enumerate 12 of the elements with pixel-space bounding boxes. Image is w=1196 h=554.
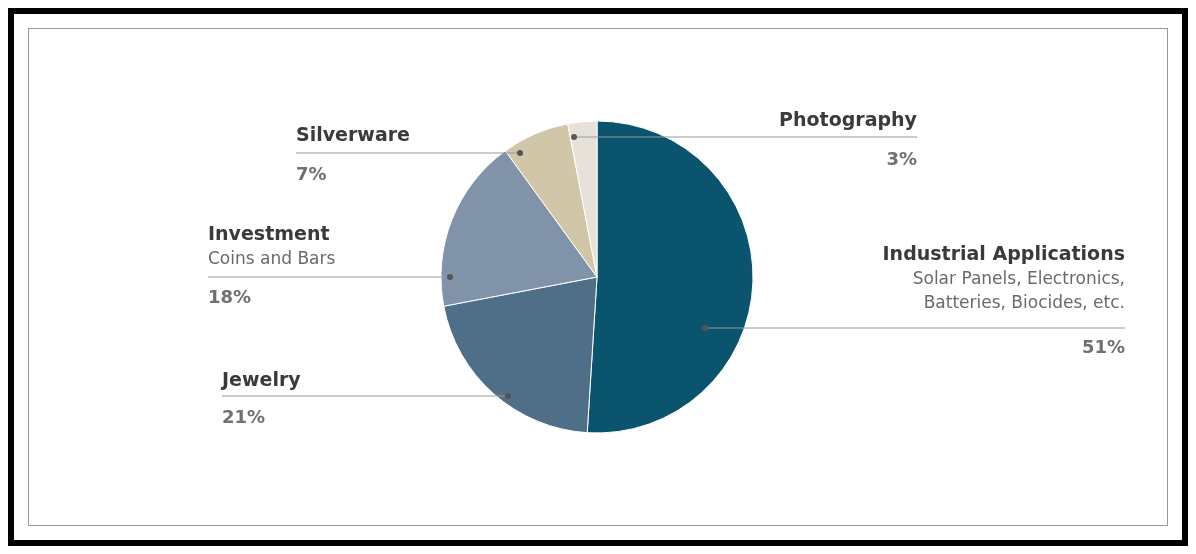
slice-label: Industrial Applications	[882, 242, 1125, 264]
data-label: 51%	[1081, 336, 1125, 357]
text: Solar Panels, Electronics, Batteries, Biocides, etc.	[912, 268, 1125, 312]
slice-label: Investment	[208, 222, 330, 244]
text: Coins and Bars	[208, 248, 336, 268]
data-label: 21%	[222, 406, 266, 427]
data-label: 3%	[886, 148, 917, 169]
data-label: 7%	[296, 163, 327, 184]
slice-label: Photography	[779, 108, 918, 130]
data-label: 18%	[208, 286, 252, 307]
slice-label: Silverware	[296, 123, 410, 145]
slice-label: Jewelry	[220, 368, 302, 390]
